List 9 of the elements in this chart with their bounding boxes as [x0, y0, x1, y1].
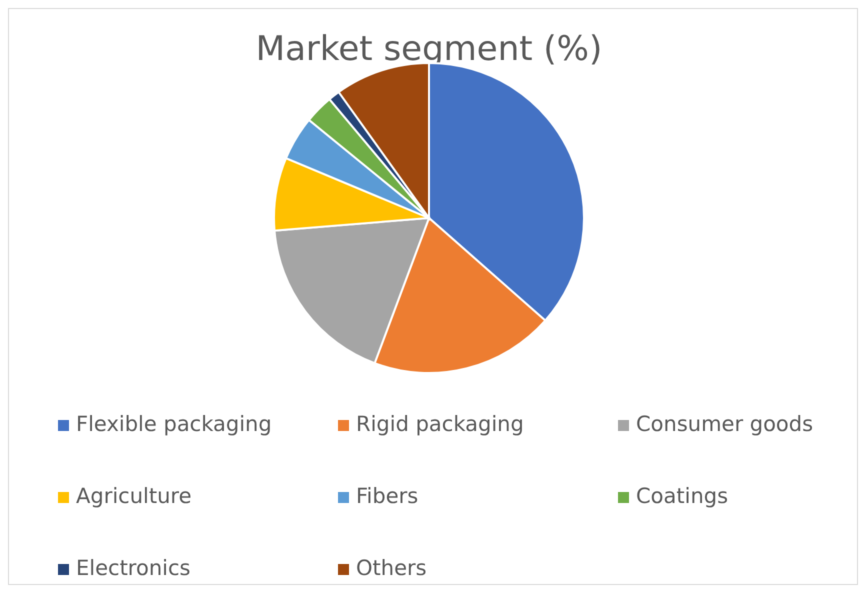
legend-label: Agriculture — [76, 484, 192, 508]
legend-label: Fibers — [356, 484, 418, 508]
legend-label: Consumer goods — [636, 412, 814, 436]
legend-label: Electronics — [76, 556, 190, 580]
legend-label: Rigid packaging — [356, 412, 524, 436]
legend-label: Flexible packaging — [76, 412, 272, 436]
legend-label: Coatings — [636, 484, 728, 508]
legend-label: Others — [356, 556, 427, 580]
chart-title: Market segment (%) — [256, 29, 602, 69]
